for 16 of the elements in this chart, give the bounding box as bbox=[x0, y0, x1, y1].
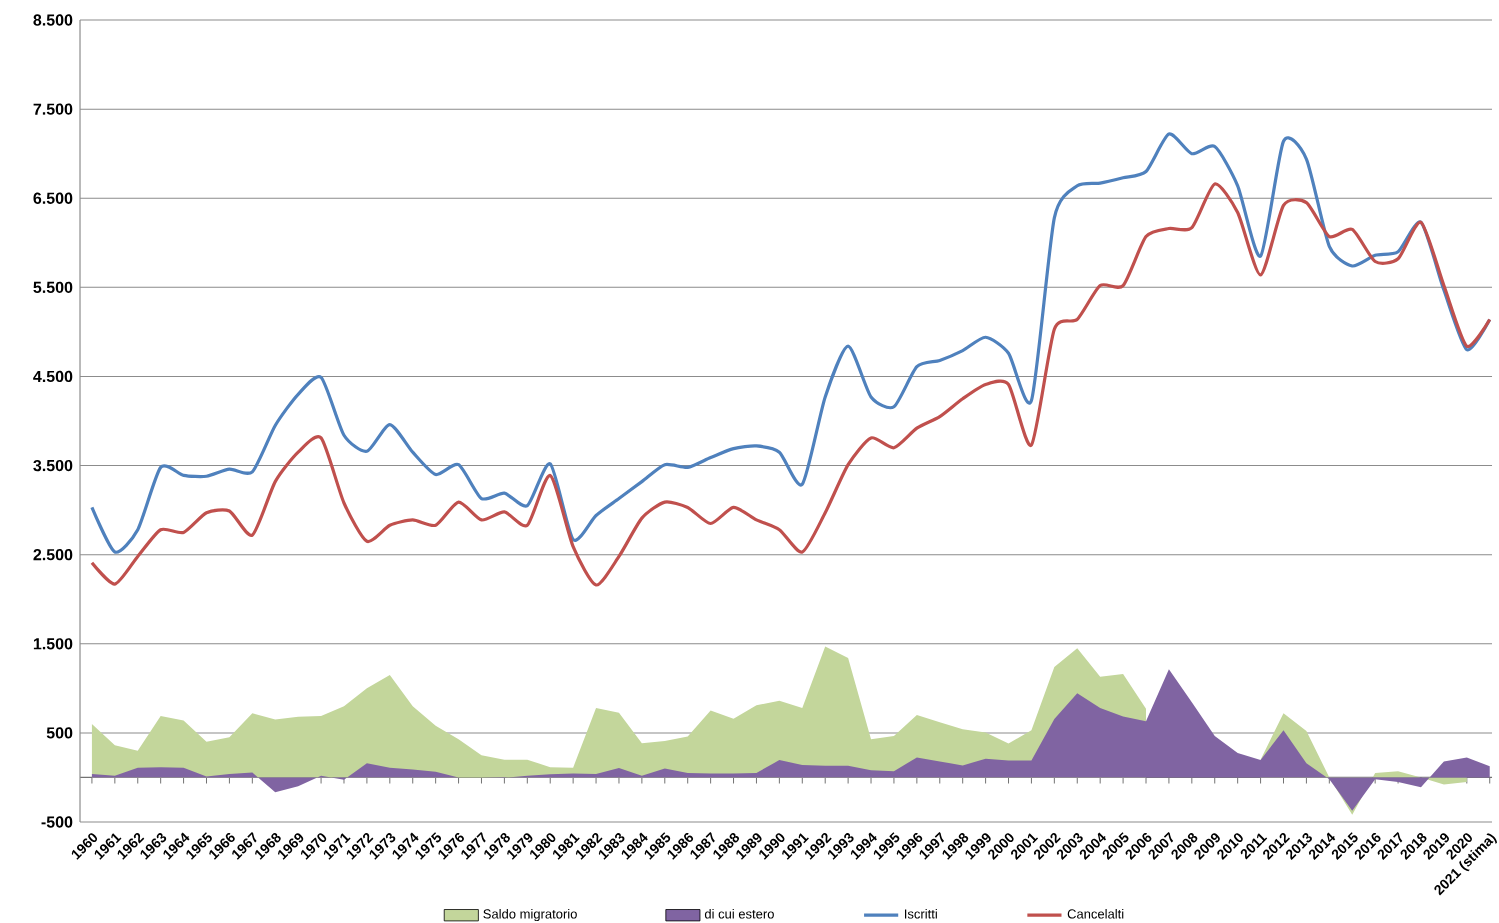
y-tick-label: 3.500 bbox=[33, 459, 73, 472]
legend-label: Cancelalti bbox=[1067, 909, 1124, 919]
legend-label: Saldo migratorio bbox=[483, 909, 577, 922]
y-tick-label: 1.500 bbox=[33, 638, 73, 650]
line-series bbox=[90, 182, 1492, 587]
y-tick-label: 500 bbox=[46, 727, 73, 739]
y-tick-label: -500 bbox=[41, 816, 73, 828]
y-tick-label: 6.500 bbox=[33, 192, 73, 204]
legend-label: di cui estero bbox=[704, 909, 774, 919]
y-tick-label: 2.500 bbox=[33, 549, 73, 561]
y-tick-label: 5.500 bbox=[33, 281, 73, 294]
y-tick-label: 7.500 bbox=[33, 103, 73, 115]
y-tick-label: 8.500 bbox=[33, 14, 73, 26]
y-tick-label: 4.500 bbox=[33, 370, 73, 383]
legend-label: Iscritti bbox=[905, 909, 937, 919]
line-series bbox=[90, 132, 1492, 554]
